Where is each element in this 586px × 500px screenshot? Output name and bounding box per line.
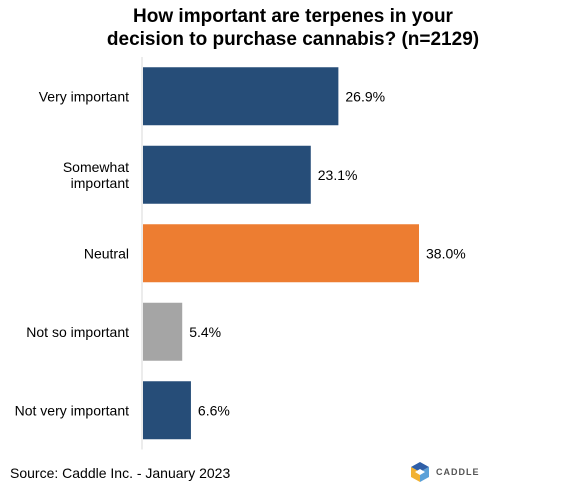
chart-title: How important are terpenes in your decis…: [0, 5, 586, 51]
category-label-1-0: Somewhat: [63, 159, 129, 175]
bar-2: [143, 224, 419, 283]
caddle-logo-text: CADDLE: [436, 467, 480, 477]
bar-3: [143, 302, 183, 361]
category-label-1-1: important: [71, 175, 129, 191]
value-label-1: 23.1%: [318, 167, 358, 183]
value-label-3: 5.4%: [189, 324, 221, 340]
bar-0: [143, 67, 339, 126]
bar-1: [143, 145, 311, 204]
bar-4: [143, 381, 191, 440]
source-note: Source: Caddle Inc. - January 2023: [10, 465, 231, 481]
category-label-2: Neutral: [84, 245, 129, 261]
category-label-3: Not so important: [26, 324, 129, 340]
category-label-0: Very important: [39, 88, 129, 104]
bar-chart: 26.9% Very important 23.1% Somewhatimportan…: [15, 57, 466, 450]
value-label-2: 38.0%: [426, 245, 466, 261]
category-label-4: Not very important: [15, 402, 129, 418]
chart-title-line-1: How important are terpenes in your: [133, 6, 453, 27]
caddle-logo: CADDLE: [410, 461, 480, 483]
chart-title-line-2: decision to purchase cannabis? (n=2129): [106, 29, 480, 50]
value-label-0: 26.9%: [345, 88, 385, 104]
value-label-4: 6.6%: [198, 402, 230, 418]
caddle-logo-icon: [411, 462, 429, 482]
